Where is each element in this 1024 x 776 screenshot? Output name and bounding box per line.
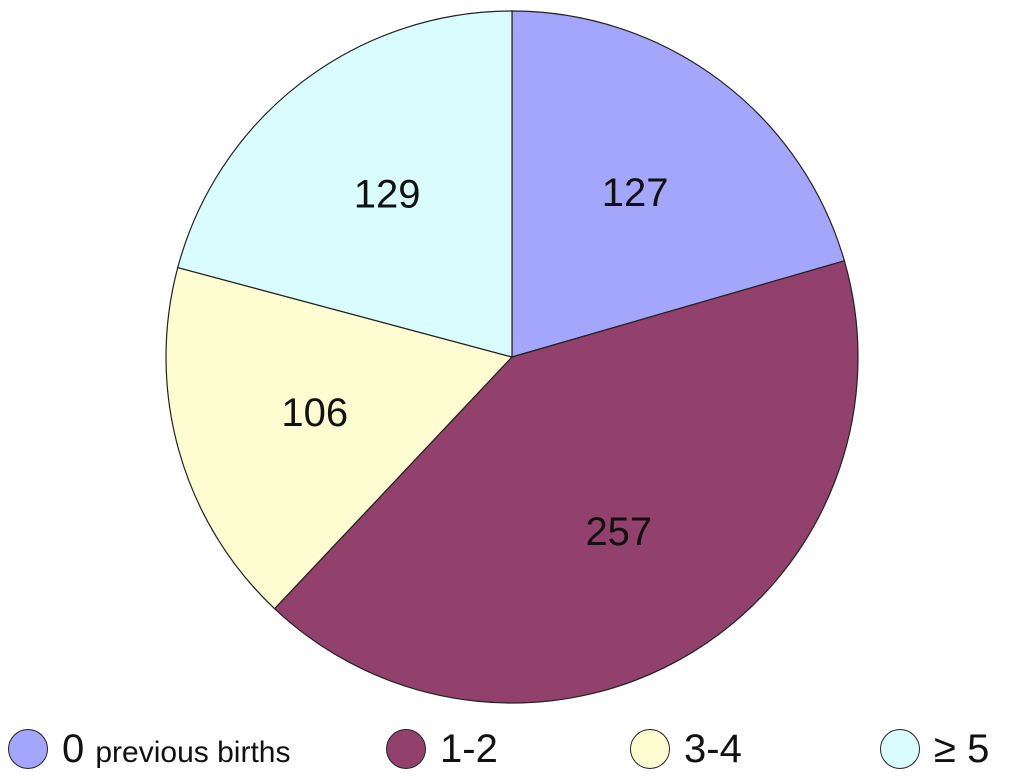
legend-label-2: 3-4 bbox=[684, 727, 742, 771]
legend-label-0-sub: previous births bbox=[95, 736, 291, 769]
pie-value-labels: 127 257 106 129 bbox=[281, 171, 668, 554]
legend-swatch-2 bbox=[630, 729, 670, 769]
legend-label-0: 0 previous births bbox=[62, 729, 290, 769]
legend-item-3: ≥ 5 bbox=[880, 722, 989, 776]
legend-label-3: ≥ 5 bbox=[934, 727, 990, 771]
pie-slice-2 bbox=[165, 266, 514, 610]
legend-swatch-1 bbox=[386, 729, 426, 769]
pie-value-label-1: 257 bbox=[585, 510, 652, 554]
pie-slice-3 bbox=[177, 10, 513, 358]
legend-item-2: 3-4 bbox=[630, 722, 742, 776]
legend-swatch-0 bbox=[8, 729, 48, 769]
pie-value-label-2: 106 bbox=[281, 391, 348, 435]
pie-chart-plot: 127 257 106 129 bbox=[165, 10, 859, 704]
pie-slice-0 bbox=[511, 10, 846, 358]
legend: 0 previous births 1-2 3-4 ≥ 5 bbox=[0, 722, 1024, 776]
pie-slices bbox=[165, 10, 859, 704]
pie-slice-1 bbox=[273, 260, 859, 704]
legend-label-0-main: 0 bbox=[62, 727, 85, 771]
legend-swatch-3 bbox=[880, 729, 920, 769]
pie-value-label-0: 127 bbox=[602, 171, 669, 215]
legend-item-1: 1-2 bbox=[386, 722, 498, 776]
legend-label-1: 1-2 bbox=[440, 727, 498, 771]
pie-value-label-3: 129 bbox=[354, 172, 421, 216]
legend-item-0: 0 previous births bbox=[8, 722, 290, 776]
